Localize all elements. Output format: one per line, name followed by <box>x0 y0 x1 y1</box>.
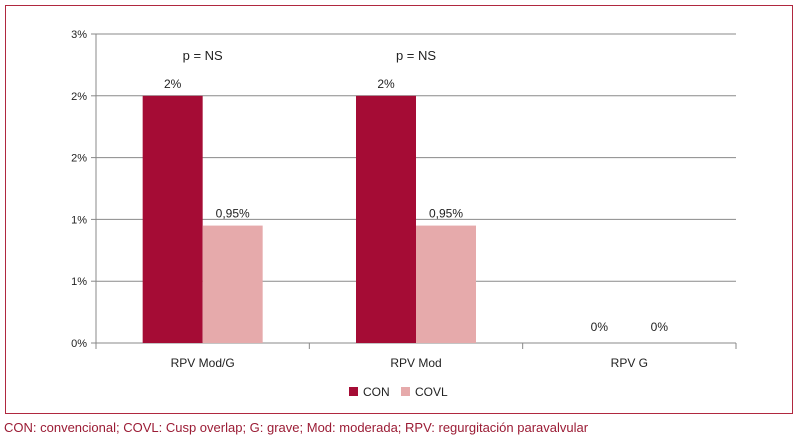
legend-label-con: CON <box>363 385 390 399</box>
legend-swatch-covl <box>401 387 410 396</box>
chart-frame: 0% 1% 1% 2% 2% 3% 2% 0,95% p = NS RPV Mod/G 2% 0,95… <box>5 5 793 414</box>
y-tick-label: 2% <box>71 91 87 103</box>
bar-chart: 0% 1% 1% 2% 2% 3% 2% 0,95% p = NS RPV Mod/G 2% 0,95… <box>71 29 737 399</box>
y-tick-label: 1% <box>71 276 87 288</box>
bar-con <box>142 95 203 343</box>
data-label: 0,95% <box>216 207 250 221</box>
significance-label: p = NS <box>396 48 436 63</box>
bar-covl <box>202 225 263 343</box>
bar-covl <box>416 225 476 343</box>
y-tick-label: 3% <box>71 29 87 41</box>
legend-label-covl: COVL <box>415 385 448 399</box>
data-label: 2% <box>377 77 395 91</box>
data-label: 2% <box>164 77 182 91</box>
y-tick-label: 1% <box>71 214 87 226</box>
x-category-label: RPV Mod <box>390 356 441 370</box>
data-label: 0% <box>651 320 669 334</box>
data-label: 0,95% <box>429 207 463 221</box>
bar-con <box>356 95 416 343</box>
x-category-label: RPV Mod/G <box>171 356 235 370</box>
legend-swatch-con <box>349 387 358 396</box>
y-tick-label: 0% <box>71 338 87 350</box>
x-category-label: RPV G <box>611 356 648 370</box>
data-label: 0% <box>591 320 609 334</box>
y-tick-label: 2% <box>71 153 87 165</box>
figure-caption: CON: convencional; COVL: Cusp overlap; G… <box>4 420 589 435</box>
significance-label: p = NS <box>183 48 223 63</box>
